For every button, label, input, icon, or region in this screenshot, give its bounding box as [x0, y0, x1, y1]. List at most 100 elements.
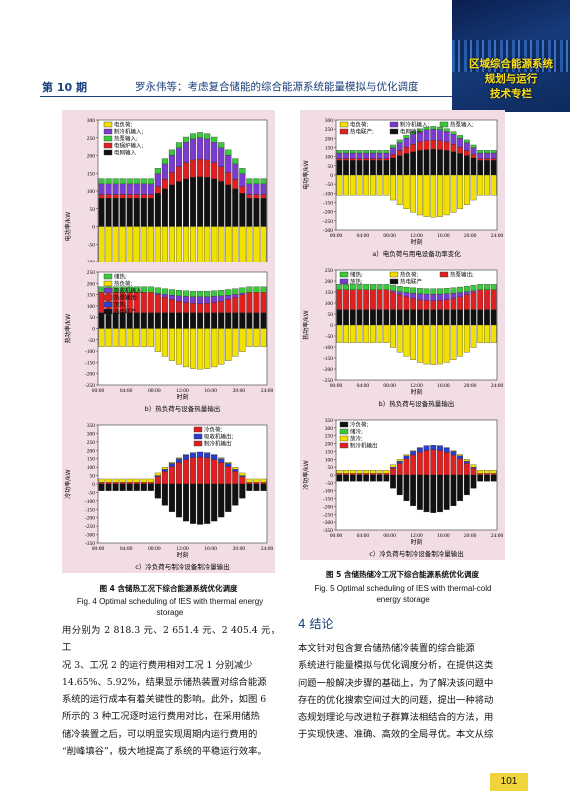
bar-segment [363, 158, 370, 161]
bar-segment [457, 455, 464, 459]
bar-segment [246, 183, 253, 195]
bar-segment [490, 150, 497, 154]
bar-segment [168, 154, 175, 173]
y-tick-label: -200 [323, 504, 333, 510]
legend-label: 放冷; [350, 435, 363, 443]
x-tick-label: 04:00 [357, 383, 370, 389]
bar-segment [396, 309, 403, 326]
bar-segment [197, 483, 204, 525]
bar-segment [356, 309, 363, 326]
legend-label: 热泵输出; [450, 271, 474, 279]
bar-segment [218, 312, 225, 329]
y-tick-label: 350 [325, 418, 334, 424]
bar-segment [376, 324, 383, 343]
bar-segment [197, 132, 204, 138]
legend-label: 热电联产 [400, 278, 423, 286]
bar-segment [410, 450, 417, 452]
bar-segment [154, 472, 161, 476]
bar-segment [443, 131, 450, 143]
bar-segment [410, 451, 417, 456]
bar-segment [430, 288, 437, 295]
bar-segment [423, 324, 430, 365]
bar-segment [484, 152, 490, 159]
bar-segment [396, 286, 403, 292]
bar-segment [119, 183, 126, 195]
bar-segment [369, 174, 376, 196]
x-tick-label: 08:00 [383, 233, 396, 239]
bar-segment [343, 474, 349, 482]
bar-segment [197, 303, 204, 313]
bar-segment [396, 459, 403, 462]
bar-segment [430, 300, 437, 310]
legend-swatch [103, 149, 113, 156]
legend-label: 吸收机输入; [114, 287, 144, 295]
bar-segment [463, 294, 470, 310]
bar-segment [490, 309, 497, 326]
plot-area [97, 424, 268, 544]
legend-swatch [339, 421, 349, 428]
bar-segment [423, 140, 430, 150]
x-tick-label: 12:00 [176, 388, 189, 394]
bar-segment [246, 197, 253, 227]
legend-label: 放热; [350, 278, 363, 286]
bar-segment [463, 463, 470, 476]
bar-segment [260, 286, 267, 293]
x-tick-label: 00:00 [92, 388, 105, 394]
bar-segment [443, 452, 450, 476]
legend-swatch [439, 271, 449, 278]
bar-segment [182, 312, 190, 329]
bar-segment [403, 458, 410, 476]
bar-segment [363, 152, 370, 159]
bar-segment [126, 483, 133, 491]
bar-segment [457, 454, 464, 456]
bar-segment [133, 197, 140, 227]
y-tick-label: 250 [325, 434, 334, 440]
bar-segment [112, 197, 119, 227]
y-tick-label: 300 [325, 426, 334, 432]
bar-segment [410, 298, 417, 310]
bar-segment [356, 150, 363, 154]
bar-segment [147, 286, 154, 293]
fig4c-chart: 350 300 250 200 150 100 50 0 -50 -100 -150 -200 -250… [64, 423, 274, 571]
y-tick-label: -250 [323, 512, 333, 518]
bar-segment [349, 150, 356, 154]
legend-label: 制冷机输入; [114, 128, 144, 136]
bar-segment [450, 134, 457, 145]
bar-segment [457, 309, 464, 326]
y-tick-label: 100 [87, 189, 96, 195]
bar-segment [246, 483, 253, 491]
bar-segment [211, 483, 218, 522]
x-axis-label: 时刻 [176, 393, 188, 401]
bar-segment [457, 324, 464, 357]
bar-segment [356, 158, 363, 161]
x-tick-label: 00:00 [92, 546, 105, 552]
bar-segment [133, 226, 140, 266]
bar-segment [147, 478, 154, 483]
bar-segment [390, 157, 396, 176]
bar-segment [147, 292, 154, 313]
bar-segment [484, 474, 490, 482]
bar-segment [232, 163, 239, 180]
bar-segment [403, 309, 410, 326]
y-tick-label: 300 [87, 431, 96, 437]
bar-segment [260, 178, 267, 185]
bar-segment [204, 290, 211, 297]
bar-segment [463, 139, 470, 143]
bar-segment [239, 294, 246, 313]
bar-segment [490, 289, 497, 310]
bar-segment [443, 309, 450, 326]
bar-segment [175, 462, 183, 485]
bar-segment [225, 184, 232, 227]
bar-segment [140, 312, 147, 329]
bar-segment [396, 474, 403, 496]
y-tick-label: -250 [85, 524, 95, 530]
bar-segment [376, 309, 383, 326]
bar-segment [430, 444, 437, 451]
legend-label: 热负荷; [400, 271, 419, 279]
bar-segment [218, 166, 225, 182]
x-tick-label: 24:00 [491, 233, 504, 239]
bar-segment [168, 295, 175, 300]
bar-segment [450, 324, 457, 360]
bar-segment [450, 298, 457, 310]
